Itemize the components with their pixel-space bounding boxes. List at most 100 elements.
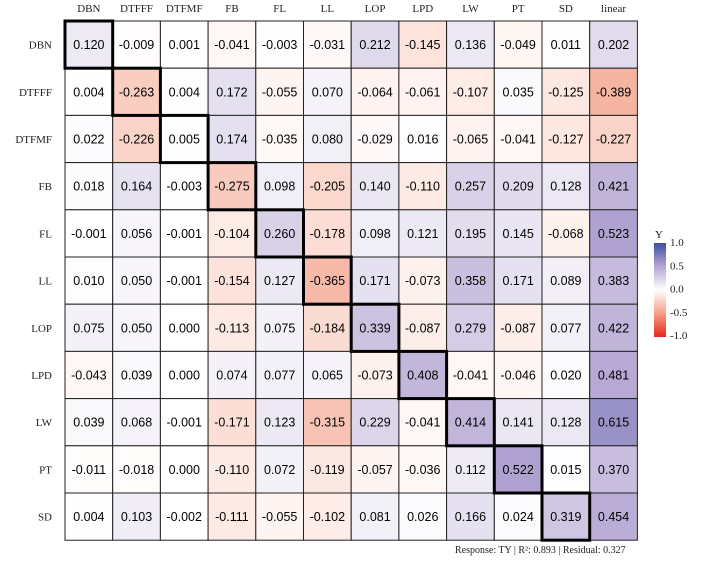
cell-value: 0.522	[503, 463, 534, 477]
column-label: LL	[321, 3, 335, 15]
cell-value: -0.102	[310, 510, 345, 524]
cell-value: 0.005	[169, 133, 200, 147]
heatmap-cell	[207, 445, 257, 494]
cell-value: 0.050	[121, 321, 152, 335]
cell-value: 0.260	[264, 227, 295, 241]
heatmap-cell	[589, 445, 638, 494]
heatmap-cell	[64, 162, 114, 211]
cell-value: 0.171	[359, 274, 390, 288]
cell-value: 0.004	[73, 85, 104, 99]
cell-value: 0.010	[73, 274, 104, 288]
row-label: LL	[39, 276, 53, 288]
heatmap-cell	[64, 20, 114, 69]
cell-value: -0.041	[453, 369, 488, 383]
legend-tick: 1.0	[670, 237, 684, 249]
heatmap-cell	[541, 398, 591, 447]
heatmap-cell	[350, 67, 400, 116]
heatmap-cell	[493, 303, 543, 352]
heatmap-cell	[159, 303, 209, 352]
cell-value: -0.043	[71, 369, 106, 383]
cell-value: -0.036	[405, 463, 440, 477]
cell-value: -0.055	[262, 510, 297, 524]
row-label: DTFMF	[15, 134, 52, 146]
heatmap-cell	[446, 67, 495, 116]
cell-value: 0.039	[121, 369, 152, 383]
cell-value: -0.087	[500, 321, 535, 335]
heatmap-cell	[303, 492, 352, 541]
cell-value: 0.172	[216, 85, 247, 99]
column-label: LW	[462, 3, 479, 15]
heatmap-cell	[398, 256, 448, 305]
cell-value: -0.009	[119, 38, 154, 52]
heatmap-cell	[112, 445, 161, 494]
cell-value: 0.127	[264, 274, 295, 288]
legend-colorbar	[654, 243, 666, 337]
cell-value: 0.164	[121, 180, 152, 194]
cell-value: -0.073	[357, 369, 392, 383]
cell-value: 0.001	[169, 38, 200, 52]
cell-value: 0.081	[359, 510, 390, 524]
column-label: PT	[512, 3, 525, 15]
heatmap-cell	[64, 492, 114, 541]
heatmap-cell	[159, 350, 209, 400]
heatmap-cell	[589, 350, 638, 400]
heatmap-cell	[207, 114, 257, 164]
heatmap-cell	[112, 303, 161, 352]
cell-value: -0.104	[214, 227, 249, 241]
heatmap-cell	[303, 256, 352, 305]
cell-value: -0.003	[262, 38, 297, 52]
cell-value: -0.205	[310, 180, 345, 194]
cell-value: 0.016	[407, 133, 438, 147]
heatmap-cell	[159, 20, 209, 69]
legend-tick: -1.0	[670, 330, 688, 342]
heatmap-cell	[589, 114, 638, 164]
heatmap-cell	[350, 209, 400, 258]
heatmap-cell	[303, 398, 352, 447]
heatmap-cell	[207, 303, 257, 352]
cell-value: -0.389	[596, 85, 631, 99]
cell-value: 0.358	[455, 274, 486, 288]
cell-value: 0.615	[598, 416, 629, 430]
cell-value: 0.212	[359, 38, 390, 52]
diagonal-highlight	[397, 349, 449, 401]
row-label: DBN	[29, 40, 52, 52]
cell-value: 0.112	[455, 463, 485, 477]
legend-title: Y	[655, 229, 663, 241]
heatmap-cell	[112, 492, 161, 541]
cell-value: 0.523	[598, 227, 629, 241]
heatmap-cell	[303, 20, 352, 69]
row-label: FB	[39, 181, 52, 193]
column-label: FL	[273, 3, 286, 15]
heatmap-cell	[255, 350, 305, 400]
cell-value: 0.024	[503, 510, 534, 524]
column-label: LOP	[365, 3, 386, 15]
heatmap-cell	[350, 398, 400, 447]
heatmap-cell	[541, 350, 591, 400]
cell-value: -0.065	[453, 133, 488, 147]
heatmap-cell	[493, 445, 543, 494]
cell-value: 0.229	[359, 416, 390, 430]
cell-value: -0.001	[71, 227, 106, 241]
diagonal-highlight	[63, 19, 115, 70]
row-label: LPD	[31, 370, 52, 382]
heatmap-cell	[112, 20, 161, 69]
cell-value: 0.020	[550, 369, 581, 383]
cell-value: -0.127	[548, 133, 583, 147]
cell-value: 0.035	[503, 85, 534, 99]
cell-value: 0.422	[598, 321, 629, 335]
heatmap-cell	[398, 398, 448, 447]
heatmap-cell	[493, 67, 543, 116]
cell-value: 0.481	[598, 369, 629, 383]
diagonal-highlight	[111, 66, 162, 117]
cell-value: -0.226	[119, 133, 154, 147]
cell-value: -0.061	[405, 85, 440, 99]
heatmap-cell	[541, 162, 591, 211]
cell-value: -0.110	[215, 463, 250, 477]
cell-value: -0.073	[405, 274, 440, 288]
heatmap-cell	[159, 492, 209, 541]
cell-value: 0.098	[359, 227, 390, 241]
heatmap-cell	[589, 67, 638, 116]
cell-value: 0.123	[264, 416, 295, 430]
cell-value: 0.018	[73, 180, 104, 194]
